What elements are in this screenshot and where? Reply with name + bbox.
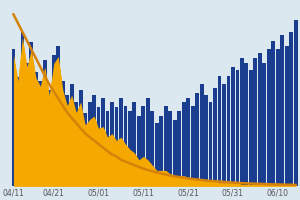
Bar xyxy=(195,93,199,186)
Bar xyxy=(222,84,226,186)
Bar xyxy=(168,111,172,186)
Bar xyxy=(177,111,181,186)
Bar xyxy=(101,98,105,186)
Bar xyxy=(254,58,257,186)
Bar xyxy=(25,63,29,186)
Bar xyxy=(258,53,262,186)
Bar xyxy=(119,98,123,186)
Bar xyxy=(38,81,42,186)
Bar xyxy=(262,63,266,186)
Bar xyxy=(226,76,230,186)
Bar xyxy=(244,63,248,186)
Bar xyxy=(159,116,163,186)
Bar xyxy=(97,107,101,186)
Bar xyxy=(115,107,119,186)
Bar xyxy=(209,102,212,186)
Bar xyxy=(83,113,87,186)
Bar xyxy=(164,106,168,186)
Bar xyxy=(280,35,284,186)
Bar xyxy=(124,106,127,186)
Bar xyxy=(200,84,203,186)
Bar xyxy=(70,84,74,186)
Bar xyxy=(79,90,83,186)
Bar xyxy=(150,111,154,186)
Bar xyxy=(240,58,244,186)
Bar xyxy=(236,70,239,186)
Bar xyxy=(267,49,271,186)
Bar xyxy=(137,116,141,186)
Bar xyxy=(16,77,20,186)
Bar xyxy=(276,49,280,186)
Bar xyxy=(289,32,293,186)
Bar xyxy=(128,111,132,186)
Bar xyxy=(285,46,289,186)
Bar xyxy=(20,32,24,186)
Bar xyxy=(133,102,136,186)
Bar xyxy=(92,95,96,186)
Bar xyxy=(34,72,38,186)
Bar xyxy=(191,106,194,186)
Bar xyxy=(218,76,221,186)
Bar xyxy=(106,111,110,186)
Bar xyxy=(142,106,145,186)
Bar xyxy=(213,88,217,186)
Bar xyxy=(155,123,159,186)
Bar xyxy=(47,90,51,186)
Bar xyxy=(294,20,298,186)
Bar xyxy=(231,67,235,186)
Bar xyxy=(88,102,92,186)
Bar xyxy=(29,42,33,186)
Bar xyxy=(110,102,114,186)
Bar xyxy=(186,98,190,186)
Bar xyxy=(204,95,208,186)
Bar xyxy=(272,41,275,186)
Bar xyxy=(61,81,64,186)
Bar xyxy=(43,60,47,186)
Bar xyxy=(65,95,69,186)
Bar xyxy=(182,102,186,186)
Bar xyxy=(146,98,150,186)
Bar xyxy=(249,70,253,186)
Bar xyxy=(56,46,60,186)
Bar xyxy=(74,102,78,186)
Bar xyxy=(52,55,56,186)
Bar xyxy=(173,120,177,186)
Bar xyxy=(11,49,15,186)
